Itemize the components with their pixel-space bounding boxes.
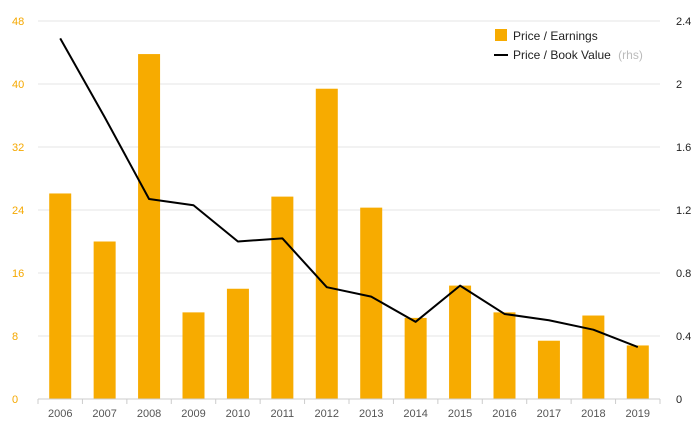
pe-bar-2014 (404, 317, 427, 399)
legend-label-pbv-note: (rhs) (618, 48, 643, 62)
x-tick-label: 2014 (403, 408, 427, 420)
legend-swatch-pe (495, 29, 507, 41)
x-tick-label: 2018 (581, 408, 605, 420)
x-tick-label: 2007 (92, 408, 116, 420)
x-tick-label: 2019 (626, 408, 650, 420)
x-axis: 2006 2007 2008 2009 2010 2011 2012 2013 2014 2015… (37, 398, 661, 420)
pe-bar-2015 (449, 285, 472, 399)
pe-bar-2012 (315, 88, 338, 399)
pe-bar-2013 (360, 207, 383, 399)
y-right-tick-label: 1.6 (676, 142, 691, 154)
left-axis: 0 8 16 24 32 40 48 (12, 16, 24, 406)
legend-label-pbv: Price / Book Value (rhs) (513, 48, 643, 62)
pbv-line (59, 37, 639, 348)
pe-bar-2009 (182, 312, 205, 399)
legend-label-pbv-name: Price / Book Value (513, 48, 611, 62)
y-right-tick-label: 0.8 (676, 268, 691, 280)
y-left-tick-label: 40 (12, 79, 24, 91)
y-right-tick-label: 2 (676, 79, 682, 91)
y-left-tick-label: 24 (12, 205, 24, 217)
y-right-tick-label: 2.4 (676, 16, 691, 28)
pe-bar-2018 (582, 315, 605, 399)
pe-bar-2017 (537, 340, 560, 399)
pe-bar-2011 (271, 196, 294, 399)
legend-label-pe: Price / Earnings (513, 29, 598, 43)
x-tick-label: 2012 (315, 408, 339, 420)
x-tick-label: 2015 (448, 408, 472, 420)
right-axis: 0 0.4 0.8 1.2 1.6 2 2.4 (676, 16, 691, 406)
y-left-tick-label: 16 (12, 268, 24, 280)
pe-bar-2008 (138, 54, 161, 399)
x-tick-label: 2009 (181, 408, 205, 420)
y-right-tick-label: 1.2 (676, 205, 691, 217)
pbv-series-line (59, 37, 639, 348)
y-left-tick-label: 8 (12, 331, 18, 343)
x-tick-label: 2011 (271, 408, 295, 420)
gridlines (38, 20, 660, 337)
y-left-tick-label: 32 (12, 142, 24, 154)
x-tick-label: 2017 (537, 408, 561, 420)
pe-bars (49, 54, 649, 399)
pe-bar-2007 (93, 241, 116, 399)
y-left-tick-label: 48 (12, 16, 24, 28)
y-right-tick-label: 0.4 (676, 331, 691, 343)
pe-bar-2010 (226, 288, 249, 399)
legend: Price / Earnings Price / Book Value (rhs… (494, 29, 643, 62)
pe-bar-2006 (49, 193, 72, 399)
x-tick-label: 2006 (48, 408, 72, 420)
x-tick-label: 2013 (359, 408, 383, 420)
pe-bar-2016 (493, 312, 516, 399)
y-left-tick-label: 0 (12, 394, 18, 406)
x-tick-label: 2010 (226, 408, 250, 420)
x-tick-label: 2016 (492, 408, 516, 420)
y-right-tick-label: 0 (676, 394, 682, 406)
x-tick-label: 2008 (137, 408, 161, 420)
pe-bar-2019 (626, 345, 649, 399)
